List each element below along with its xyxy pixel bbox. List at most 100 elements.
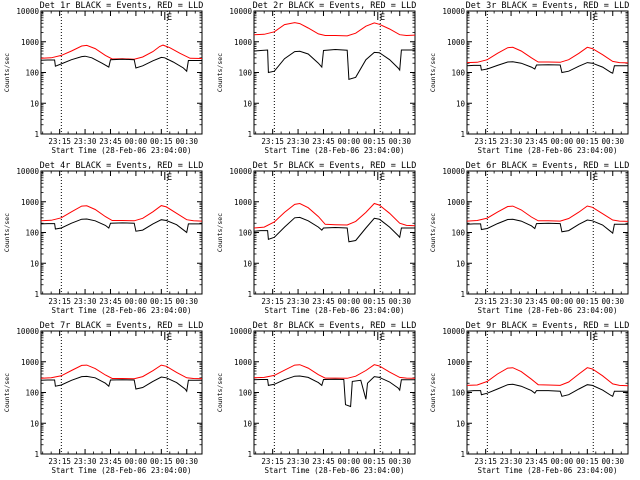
plot-panel-5: Det 5r BLACK = Events, RED = LLD 1 10 100 10…	[216, 161, 416, 315]
y-tick-label: 10	[243, 259, 253, 268]
plot-frame	[40, 330, 203, 455]
x-axis-label: Start Time (28-Feb-06 23:04:00)	[478, 466, 618, 475]
series-line-events	[466, 61, 628, 74]
marker-label: E	[380, 13, 385, 23]
x-tick-label: 23:15	[261, 137, 284, 146]
series-line-events	[40, 55, 202, 73]
x-tick-label: 00:30	[388, 457, 411, 466]
y-tick-label: 10	[456, 99, 466, 108]
series-line-events	[40, 218, 202, 234]
x-tick-label: 00:00	[551, 457, 574, 466]
x-tick-label: 00:00	[338, 297, 361, 306]
series-line-lld	[40, 44, 203, 60]
y-tick-label: 10	[456, 419, 466, 428]
x-tick-label: 23:45	[525, 297, 548, 306]
y-axis-label: Counts/sec	[429, 213, 437, 252]
y-tick-label: 10	[243, 99, 253, 108]
y-tick-label: 1	[34, 450, 39, 459]
x-tick-label: 23:30	[500, 297, 523, 306]
y-axis-label: Counts/sec	[216, 373, 224, 412]
x-tick-label: 23:45	[525, 457, 548, 466]
y-axis-label: Counts/sec	[3, 53, 11, 92]
x-tick-label: 00:15	[150, 297, 173, 306]
x-axis-label: Start Time (28-Feb-06 23:04:00)	[52, 146, 192, 155]
plot-panel-6: Det 6r BLACK = Events, RED = LLD 1 10 100 10…	[429, 161, 629, 315]
series-line-events	[253, 375, 415, 408]
series-line-lld	[40, 205, 203, 222]
x-tick-label: 00:15	[576, 457, 599, 466]
x-axis-label: Start Time (28-Feb-06 23:04:00)	[265, 306, 405, 315]
y-tick-label: 1000	[21, 358, 40, 367]
plot-title: Det 4r BLACK = Events, RED = LLD	[40, 161, 204, 171]
x-tick-label: 23:45	[525, 137, 548, 146]
x-tick-label: 00:30	[601, 297, 624, 306]
x-tick-label: 23:30	[74, 137, 97, 146]
x-tick-label: 23:15	[474, 137, 497, 146]
x-tick-label: 23:30	[74, 457, 97, 466]
y-tick-label: 100	[25, 229, 39, 238]
y-tick-label: 10000	[16, 167, 39, 176]
y-tick-label: 100	[238, 229, 252, 238]
series-line-events	[253, 216, 415, 243]
x-tick-label: 23:15	[261, 457, 284, 466]
plot-title: Det 5r BLACK = Events, RED = LLD	[253, 161, 417, 171]
x-tick-label: 23:30	[74, 297, 97, 306]
x-tick-label: 23:30	[287, 457, 310, 466]
y-tick-label: 10000	[16, 327, 39, 336]
x-tick-label: 00:00	[125, 457, 148, 466]
x-tick-label: 00:15	[576, 297, 599, 306]
plot-title: Det 1r BLACK = Events, RED = LLD	[40, 1, 204, 11]
series-line-lld	[253, 202, 416, 229]
plot-panel-7: Det 7r BLACK = Events, RED = LLD 1 10 100 10…	[3, 321, 203, 475]
x-tick-label: 23:15	[474, 457, 497, 466]
series-line-events	[466, 218, 628, 235]
x-tick-label: 23:30	[287, 137, 310, 146]
plot-frame	[40, 10, 203, 135]
x-tick-label: 00:15	[576, 137, 599, 146]
x-tick-label: 23:45	[312, 137, 335, 146]
x-axis-label: Start Time (28-Feb-06 23:04:00)	[478, 146, 618, 155]
x-tick-label: 00:00	[551, 137, 574, 146]
y-tick-label: 1000	[234, 358, 253, 367]
x-tick-label: 00:15	[150, 457, 173, 466]
x-tick-label: 23:15	[48, 297, 71, 306]
series-line-lld	[466, 367, 629, 387]
plot-frame	[466, 330, 629, 455]
marker-label: E	[167, 333, 172, 343]
plot-frame	[466, 10, 629, 135]
y-tick-label: 10000	[442, 7, 465, 16]
x-tick-label: 00:15	[150, 137, 173, 146]
y-tick-label: 10000	[442, 327, 465, 336]
x-axis-label: Start Time (28-Feb-06 23:04:00)	[265, 466, 405, 475]
y-tick-label: 1000	[447, 38, 466, 47]
plot-title: Det 9r BLACK = Events, RED = LLD	[466, 321, 630, 331]
y-axis-label: Counts/sec	[429, 53, 437, 92]
x-tick-label: 00:30	[601, 457, 624, 466]
series-line-events	[253, 48, 415, 80]
y-tick-label: 10000	[229, 7, 252, 16]
y-tick-label: 10000	[229, 167, 252, 176]
series-line-lld	[466, 205, 629, 222]
y-tick-label: 10	[30, 259, 40, 268]
y-axis-label: Counts/sec	[429, 373, 437, 412]
x-tick-label: 00:00	[125, 137, 148, 146]
plot-panel-8: Det 8r BLACK = Events, RED = LLD 1 10 100 10…	[216, 321, 416, 475]
series-line-events	[40, 375, 202, 393]
x-tick-label: 00:30	[175, 137, 198, 146]
y-tick-label: 1	[460, 130, 465, 139]
y-tick-label: 10	[456, 259, 466, 268]
plot-title: Det 6r BLACK = Events, RED = LLD	[466, 161, 630, 171]
x-tick-label: 23:15	[48, 137, 71, 146]
y-tick-label: 100	[25, 69, 39, 78]
x-tick-label: 23:45	[99, 297, 122, 306]
x-tick-label: 23:30	[500, 137, 523, 146]
x-axis-label: Start Time (28-Feb-06 23:04:00)	[52, 466, 192, 475]
plot-frame	[253, 330, 416, 455]
plot-panel-3: Det 3r BLACK = Events, RED = LLD 1 10 100 10…	[429, 1, 629, 155]
marker-label: E	[167, 13, 172, 23]
series-line-lld	[253, 22, 416, 37]
x-tick-label: 23:45	[312, 297, 335, 306]
x-tick-label: 00:30	[175, 457, 198, 466]
y-tick-label: 1	[247, 290, 252, 299]
